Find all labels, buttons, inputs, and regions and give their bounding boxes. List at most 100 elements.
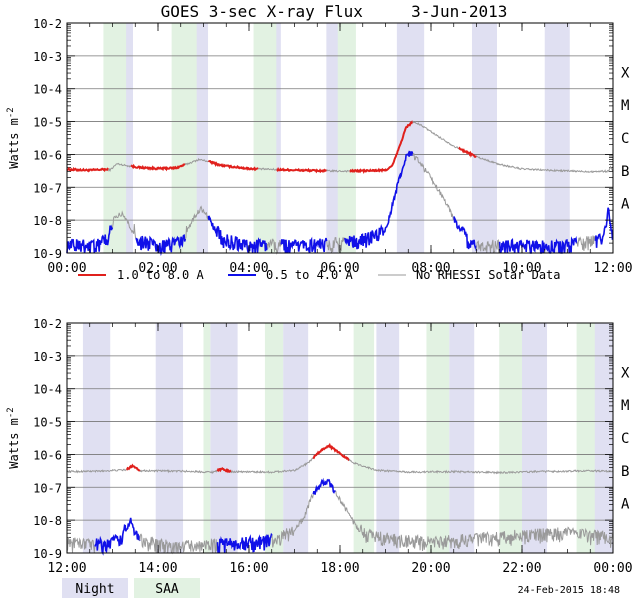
series-long-line <box>107 162 132 173</box>
y-axis-label-exponent: -2 <box>6 407 16 418</box>
y-tick-label: 10-5 <box>33 416 62 430</box>
y-tick-label: 10-2 <box>33 17 62 31</box>
y-axis-label-exponent: -2 <box>6 107 16 118</box>
series-long-line <box>412 120 460 150</box>
night-band <box>155 323 184 553</box>
flare-class-label: B <box>621 464 629 480</box>
saa-legend-box <box>134 578 200 598</box>
x-tick-label: 08:00 <box>411 261 450 276</box>
region-legend: Night SAA <box>62 578 200 598</box>
flare-class-label: A <box>621 197 630 213</box>
flare-class-label: C <box>621 131 629 147</box>
x-tick-label: 02:00 <box>138 261 177 276</box>
series-short-line <box>326 237 345 253</box>
series-long-line <box>258 167 278 171</box>
night-legend-box <box>62 578 128 598</box>
legend-gray-label: No RHESSI Solar Data <box>416 268 561 282</box>
x-tick-label: 12:00 <box>47 561 86 576</box>
series-short-line <box>498 235 578 254</box>
series-long-line <box>312 442 350 462</box>
series-long-line <box>348 458 614 475</box>
saa-band <box>337 23 356 253</box>
series-short-line <box>66 537 96 553</box>
night-band <box>544 23 570 253</box>
series-long-line <box>230 457 314 474</box>
y-tick-label: 10-5 <box>33 116 62 130</box>
x-tick-label: 18:00 <box>320 561 359 576</box>
series-long-line <box>66 468 127 474</box>
y-tick-label: 10-8 <box>33 514 62 528</box>
x-tick-label: 14:00 <box>138 561 177 576</box>
series-long-line <box>458 146 477 158</box>
x-tick-label: 00:00 <box>593 561 632 576</box>
x-tick-label: 00:00 <box>47 261 86 276</box>
y-tick-label: 10-3 <box>33 350 62 364</box>
y-axis-label-base: Watts m <box>7 418 21 469</box>
y-tick-label: 10-9 <box>33 547 62 561</box>
saa-band <box>353 323 375 553</box>
series-short-line <box>280 236 328 254</box>
series-short-line <box>453 216 478 251</box>
series-short-line <box>594 207 614 248</box>
y-tick-label: 10-8 <box>33 214 62 228</box>
series-long-line <box>208 159 259 172</box>
series-short-line <box>112 210 137 239</box>
legend-long-label: 1.0 to 8.0 A <box>117 268 204 282</box>
saa-band <box>426 323 450 553</box>
night-band <box>396 23 425 253</box>
series-short-line <box>344 150 414 250</box>
series-short-line <box>66 224 114 254</box>
flare-class-label: B <box>621 164 629 180</box>
flare-class-label: X <box>621 65 630 81</box>
x-tick-label: 20:00 <box>411 561 450 576</box>
x-tick-label: 22:00 <box>502 561 541 576</box>
saa-band <box>253 23 277 253</box>
series-short-line <box>139 533 218 555</box>
y-tick-label: 10-4 <box>33 383 62 397</box>
series-short-line <box>266 238 282 255</box>
bottom-panel: 10-9 10-8 10-7 10-6 10-5 10-4 10-3 10-2 12:00 14:… <box>6 317 633 576</box>
saa-band <box>499 323 522 553</box>
y-tick-label: 10-6 <box>33 448 62 462</box>
x-tick-label: 06:00 <box>320 261 359 276</box>
series-long-line <box>139 469 218 474</box>
y-tick-label: 10-9 <box>33 247 62 261</box>
series-short-line <box>207 215 268 254</box>
series-short-line <box>576 235 596 251</box>
flare-class-label: C <box>621 431 629 447</box>
top-panel: 10-9 10-8 10-7 10-6 10-5 10-4 10-3 10-2 00:00 02:… <box>6 17 633 276</box>
saa-band <box>264 323 284 553</box>
y-axis-label: Watts m-2 <box>6 407 21 468</box>
flare-class-label: X <box>621 365 630 381</box>
flare-class-label: A <box>621 497 630 513</box>
x-tick-label: 16:00 <box>229 561 268 576</box>
series-long-line <box>130 163 186 172</box>
series-long-line <box>216 467 232 474</box>
series-short-line <box>312 477 337 496</box>
flare-class-label: M <box>621 98 629 114</box>
y-axis-label-base: Watts m <box>7 118 21 169</box>
night-band <box>210 323 238 553</box>
series-short-line <box>135 234 187 257</box>
series-long-line <box>349 120 414 175</box>
series-short-line <box>412 152 455 221</box>
series-short-line <box>216 532 273 554</box>
y-tick-label: 10-7 <box>33 181 62 195</box>
y-tick-label: 10-4 <box>33 83 62 97</box>
night-band <box>471 23 497 253</box>
saa-band <box>103 23 127 253</box>
chart-title: GOES 3-sec X-ray Flux 3-Jun-2013 <box>161 2 508 21</box>
series-short-line <box>335 490 614 552</box>
night-band <box>82 323 111 553</box>
series-long-line <box>126 463 141 472</box>
saa-legend-label: SAA <box>155 582 179 597</box>
y-tick-label: 10-7 <box>33 481 62 495</box>
night-band <box>283 323 309 553</box>
saa-band <box>171 23 197 253</box>
series-long-line <box>184 157 209 166</box>
x-tick-label: 12:00 <box>593 261 632 276</box>
night-band <box>376 323 400 553</box>
y-tick-label: 10-6 <box>33 148 62 162</box>
series-short-line <box>476 239 501 254</box>
